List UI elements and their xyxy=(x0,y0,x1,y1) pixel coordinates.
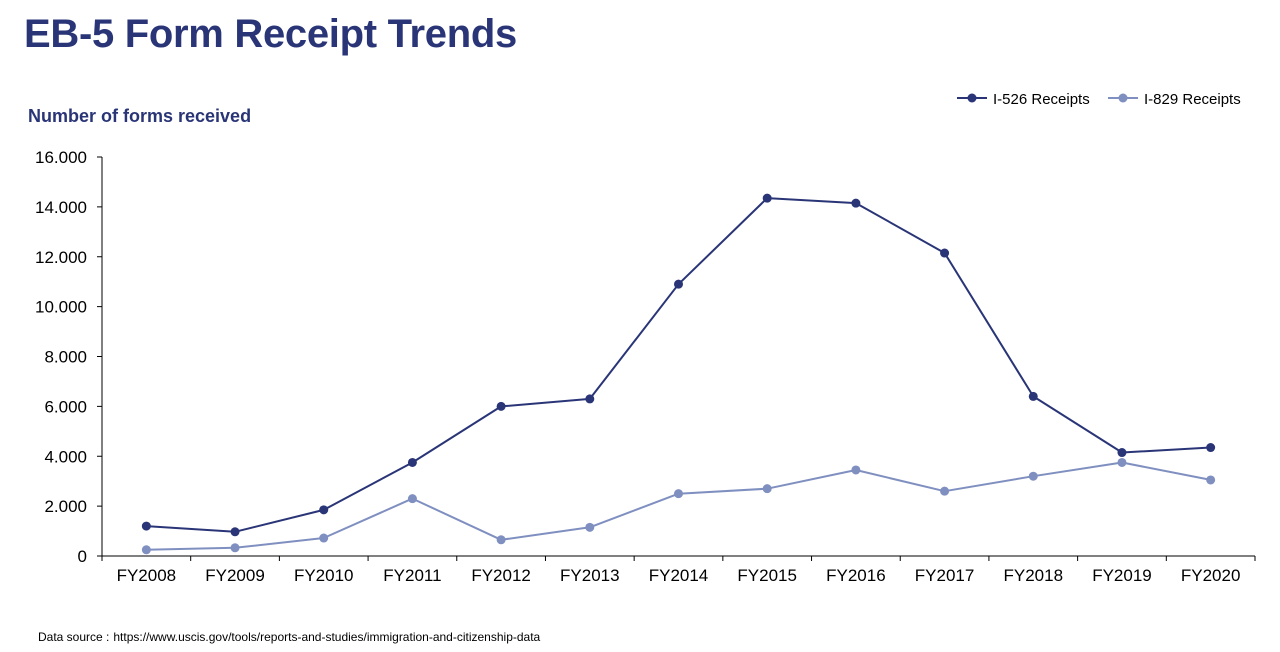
y-tick-label: 10.000 xyxy=(35,298,87,317)
x-tick-label: FY2009 xyxy=(205,566,265,585)
data-point xyxy=(1117,457,1127,467)
chart-title: EB-5 Form Receipt Trends xyxy=(24,12,517,56)
data-point xyxy=(940,248,950,258)
legend-marker xyxy=(967,93,977,103)
data-point xyxy=(407,457,417,467)
data-point xyxy=(585,522,595,532)
y-tick-label: 0 xyxy=(78,547,87,566)
data-source-url[interactable]: https://www.uscis.gov/tools/reports-and-… xyxy=(113,630,541,644)
data-point xyxy=(940,486,950,496)
y-tick-label: 2.000 xyxy=(44,497,87,516)
x-tick-label: FY2019 xyxy=(1092,566,1152,585)
data-point xyxy=(141,545,151,555)
y-axis-label: Number of forms received xyxy=(28,106,252,126)
legend: I-526 Receipts I-829 Receipts xyxy=(957,91,1241,108)
y-tick-label: 8.000 xyxy=(44,348,87,367)
data-point xyxy=(762,484,772,494)
series-lines xyxy=(141,193,1216,555)
series-line-0 xyxy=(146,197,1211,533)
x-tick-label: FY2011 xyxy=(383,566,441,585)
data-point xyxy=(1028,471,1038,481)
x-tick-label: FY2015 xyxy=(737,566,797,585)
y-tick-label: 6.000 xyxy=(44,397,87,416)
data-point xyxy=(319,533,329,543)
data-point xyxy=(496,535,506,545)
y-tick-label: 4.000 xyxy=(44,447,87,466)
series-line-1 xyxy=(146,461,1211,551)
data-point xyxy=(230,543,240,553)
data-point xyxy=(319,505,329,515)
data-point xyxy=(407,494,417,504)
data-point xyxy=(762,193,772,203)
y-tick-label: 16.000 xyxy=(35,148,87,167)
x-tick-label: FY2014 xyxy=(649,566,709,585)
data-point xyxy=(1028,391,1038,401)
x-tick-label: FY2010 xyxy=(294,566,354,585)
x-tick-label: FY2017 xyxy=(915,566,975,585)
data-point xyxy=(141,521,151,531)
data-point xyxy=(851,198,861,208)
y-tick-label: 12.000 xyxy=(35,248,87,267)
data-point xyxy=(230,527,240,537)
data-point xyxy=(674,489,683,499)
legend-marker xyxy=(1118,93,1128,103)
x-tick-label: FY2020 xyxy=(1181,566,1241,585)
data-source-note: Data source : https://www.uscis.gov/tools… xyxy=(38,630,540,644)
x-tick-label: FY2012 xyxy=(471,566,531,585)
data-point xyxy=(1206,475,1216,485)
x-tick-label: FY2008 xyxy=(117,566,177,585)
legend-label: I-526 Receipts xyxy=(993,91,1090,108)
x-tick-label: FY2018 xyxy=(1003,566,1063,585)
data-point xyxy=(674,279,683,289)
data-point xyxy=(496,401,506,411)
data-point xyxy=(1206,443,1216,453)
axes: 0 2.000 4.000 6.000 8.000 10.000 12.000 14.000 1… xyxy=(35,148,1256,585)
data-point xyxy=(585,394,595,404)
y-tick-label: 14.000 xyxy=(35,198,87,217)
data-point xyxy=(851,465,861,475)
x-tick-label: FY2016 xyxy=(826,566,886,585)
x-tick-label: FY2013 xyxy=(560,566,620,585)
data-source-prefix: Data source : xyxy=(38,630,110,644)
data-point xyxy=(1117,448,1127,458)
legend-label: I-829 Receipts xyxy=(1144,91,1241,108)
